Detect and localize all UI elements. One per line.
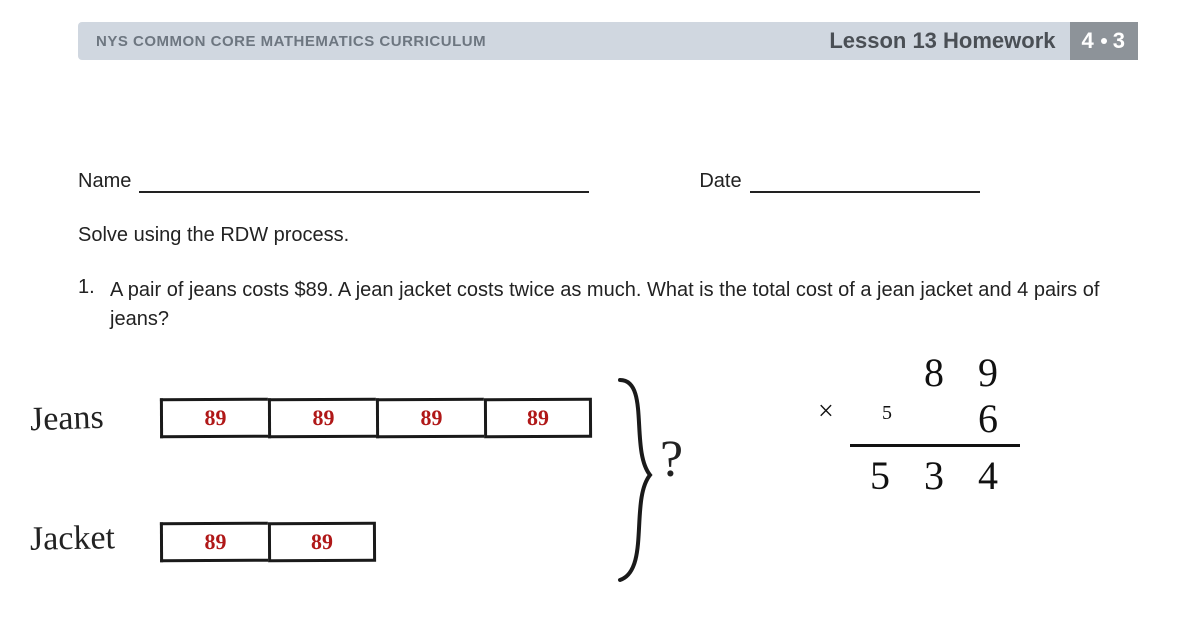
tape-box: 89 xyxy=(160,522,268,563)
multiplication-work: 8 9 × 5 6 5 3 4 xyxy=(810,350,1020,499)
jeans-tape: 89 89 89 89 xyxy=(160,398,592,438)
tape-box: 89 xyxy=(376,398,484,439)
problem-text: A pair of jeans costs $89. A jean jacket… xyxy=(110,276,1122,334)
name-label: Name xyxy=(78,170,131,193)
tape-box: 89 xyxy=(268,522,376,563)
lesson-title: Lesson 13 Homework xyxy=(829,28,1069,54)
jacket-tape: 89 89 xyxy=(160,522,376,562)
name-blank xyxy=(139,171,589,193)
multiplier: 6 xyxy=(978,396,1010,441)
multiplicand: 8 9 xyxy=(810,350,1010,396)
dot-icon xyxy=(1101,38,1107,44)
tape-box: 89 xyxy=(160,398,268,439)
module-grade: 4 xyxy=(1082,28,1095,54)
date-label: Date xyxy=(699,170,741,193)
instructions-text: Solve using the RDW process. xyxy=(78,224,349,247)
tape-box: 89 xyxy=(268,398,376,439)
jeans-label: Jeans xyxy=(29,399,104,440)
jacket-label: Jacket xyxy=(30,519,116,558)
product: 5 3 4 xyxy=(810,453,1010,499)
problem-number: 1. xyxy=(78,276,110,334)
tape-box: 89 xyxy=(484,398,592,439)
module-badge: 4 3 xyxy=(1070,22,1139,60)
times-icon: × xyxy=(818,396,834,428)
name-date-row: Name Date xyxy=(78,170,1122,193)
multiplier-row: × 5 6 xyxy=(810,396,1010,442)
curriculum-title: NYS COMMON CORE MATHEMATICS CURRICULUM xyxy=(78,33,829,50)
lesson-block: Lesson 13 Homework 4 3 xyxy=(829,22,1138,60)
worksheet-header: NYS COMMON CORE MATHEMATICS CURRICULUM L… xyxy=(78,22,1138,60)
problem-1: 1. A pair of jeans costs $89. A jean jac… xyxy=(78,276,1122,334)
module-number: 3 xyxy=(1113,28,1126,54)
rule-line xyxy=(850,444,1020,447)
date-blank xyxy=(750,171,980,193)
carry-digit: 5 xyxy=(882,402,892,425)
unknown-symbol: ? xyxy=(660,430,683,489)
